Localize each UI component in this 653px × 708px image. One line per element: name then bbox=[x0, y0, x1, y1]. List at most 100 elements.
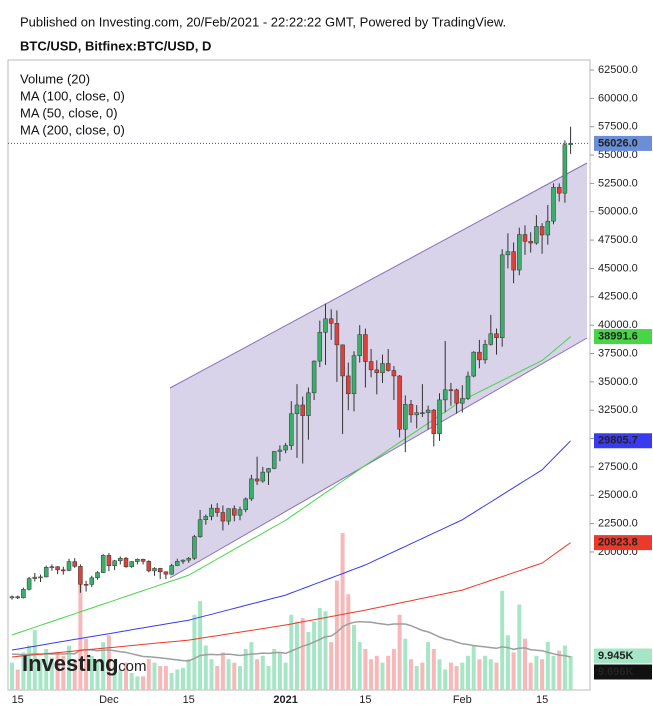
candle-body bbox=[175, 561, 180, 566]
candle-body bbox=[340, 344, 345, 377]
y-tick-label: 52500.0 bbox=[598, 177, 638, 189]
volume-bar bbox=[557, 650, 562, 690]
volume-bar bbox=[386, 655, 391, 690]
volume-bar bbox=[175, 669, 180, 690]
volume-bar bbox=[352, 625, 356, 690]
candle-body bbox=[403, 404, 408, 430]
candle-body bbox=[528, 241, 533, 244]
candle-body bbox=[351, 355, 357, 395]
candle-body bbox=[334, 323, 340, 346]
candle-body bbox=[277, 449, 283, 452]
y-tick-label: 27500.0 bbox=[598, 461, 638, 473]
volume-bar bbox=[312, 621, 317, 690]
volume-bar bbox=[32, 630, 37, 690]
candle-body bbox=[380, 363, 385, 374]
candle-body bbox=[89, 577, 95, 585]
last-price-label: 56026.0 bbox=[598, 137, 638, 149]
candle-body bbox=[545, 220, 551, 236]
candle-body bbox=[169, 565, 174, 575]
volume-bar bbox=[55, 652, 60, 690]
volume-bar bbox=[186, 659, 191, 690]
candle-body bbox=[488, 333, 494, 345]
candle-body bbox=[83, 584, 89, 586]
volume-bar bbox=[454, 666, 459, 690]
y-tick-label: 45000.0 bbox=[598, 262, 638, 274]
candle-body bbox=[112, 560, 117, 567]
candle-body bbox=[408, 404, 414, 416]
candle-body bbox=[260, 471, 266, 482]
volume-bar bbox=[334, 580, 339, 690]
volume-value-label-box bbox=[594, 648, 652, 664]
volume-bar bbox=[49, 657, 54, 690]
volume-bar bbox=[528, 662, 533, 690]
volume-bar bbox=[163, 666, 168, 690]
volume-bar bbox=[420, 662, 425, 690]
y-tick-label: 40000.0 bbox=[598, 319, 638, 331]
ma-line bbox=[11, 440, 571, 651]
volume-bar bbox=[72, 659, 77, 690]
candle-body bbox=[146, 561, 152, 572]
volume-bar bbox=[483, 655, 488, 690]
volume-bar bbox=[346, 594, 351, 690]
volume-bar bbox=[289, 614, 294, 690]
volume-bar bbox=[494, 662, 499, 690]
candle-body bbox=[95, 572, 100, 579]
volume-bar bbox=[192, 614, 197, 690]
volume-bar bbox=[391, 648, 396, 690]
volume-bar bbox=[448, 662, 453, 690]
candle-body bbox=[425, 409, 431, 414]
chart-title: BTC/USD, Bitfinex:BTC/USD, D bbox=[20, 38, 211, 53]
volume-bar bbox=[260, 655, 265, 690]
candle-body bbox=[135, 558, 140, 562]
logo: Investing bbox=[22, 651, 119, 676]
volume-bar bbox=[374, 655, 379, 690]
y-tick-label: 60000.0 bbox=[598, 92, 638, 104]
volume-bar bbox=[380, 662, 385, 690]
candle-body bbox=[323, 318, 328, 333]
volume-bar bbox=[249, 642, 254, 690]
candle-body bbox=[368, 361, 374, 371]
candle-body bbox=[123, 557, 129, 567]
volume-bar bbox=[198, 601, 203, 690]
volume-bar bbox=[471, 645, 476, 690]
candle-body bbox=[551, 187, 556, 222]
candle-body bbox=[311, 360, 317, 394]
x-tick-label: 15 bbox=[359, 694, 371, 706]
volume-bar bbox=[551, 655, 556, 690]
volume-bar bbox=[409, 659, 413, 690]
candle-body bbox=[556, 187, 562, 194]
candle-body bbox=[431, 409, 437, 434]
candle-body bbox=[118, 557, 123, 562]
candle-body bbox=[363, 334, 368, 362]
candle-body bbox=[266, 468, 271, 473]
y-tick-label: 25000.0 bbox=[598, 489, 638, 501]
candle-body bbox=[49, 566, 55, 568]
candle-body bbox=[511, 251, 516, 271]
x-tick-label: 15 bbox=[183, 694, 195, 706]
candle-body bbox=[9, 596, 15, 599]
candle-body bbox=[517, 234, 522, 271]
ma-value-label: 38991.6 bbox=[598, 330, 638, 342]
candle-body bbox=[32, 576, 38, 579]
candle-body bbox=[357, 334, 362, 356]
candle-body bbox=[374, 369, 380, 374]
volume-bar bbox=[21, 652, 26, 690]
candle-body bbox=[152, 568, 157, 572]
candle-body bbox=[534, 226, 539, 244]
candle-body bbox=[477, 351, 482, 361]
volume-bar bbox=[517, 604, 522, 690]
volume-bar bbox=[545, 642, 550, 690]
candle-body bbox=[26, 578, 32, 590]
volume-bar bbox=[67, 645, 71, 690]
volume-bar bbox=[181, 667, 185, 690]
volume-bar bbox=[61, 655, 66, 690]
volume-bar bbox=[488, 659, 493, 690]
volume-bar bbox=[403, 638, 408, 690]
candle-body bbox=[100, 555, 106, 573]
volume-bar bbox=[10, 662, 14, 690]
volume-bar bbox=[38, 659, 43, 690]
candle-body bbox=[494, 333, 499, 338]
candle-body bbox=[385, 363, 391, 371]
volume-bar bbox=[414, 666, 419, 690]
candle-body bbox=[562, 144, 568, 194]
